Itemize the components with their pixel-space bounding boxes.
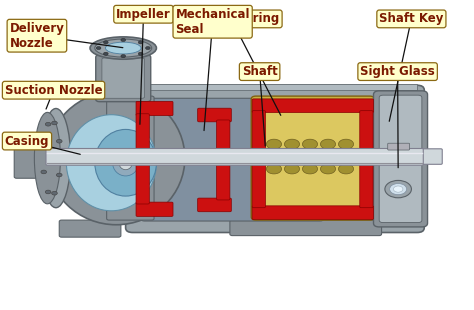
Circle shape: [302, 164, 318, 174]
FancyBboxPatch shape: [198, 198, 231, 212]
FancyBboxPatch shape: [107, 96, 154, 220]
Circle shape: [46, 190, 51, 194]
Text: Casing: Casing: [5, 135, 80, 154]
Text: Delivery
Nozzle: Delivery Nozzle: [9, 22, 123, 50]
FancyBboxPatch shape: [217, 120, 230, 200]
Circle shape: [52, 191, 57, 195]
Text: Radial Bearing: Radial Bearing: [182, 12, 281, 115]
Circle shape: [284, 139, 300, 149]
FancyBboxPatch shape: [252, 206, 374, 219]
Circle shape: [138, 52, 143, 55]
Ellipse shape: [105, 42, 141, 54]
FancyBboxPatch shape: [59, 220, 121, 237]
Ellipse shape: [95, 130, 156, 196]
Circle shape: [320, 139, 336, 149]
Ellipse shape: [41, 108, 71, 208]
Circle shape: [338, 139, 354, 149]
Circle shape: [46, 122, 51, 126]
Circle shape: [41, 170, 46, 174]
FancyBboxPatch shape: [126, 85, 424, 232]
FancyBboxPatch shape: [230, 220, 382, 236]
FancyBboxPatch shape: [96, 55, 151, 102]
FancyBboxPatch shape: [252, 111, 265, 208]
Circle shape: [103, 41, 108, 44]
Polygon shape: [133, 84, 417, 90]
FancyBboxPatch shape: [251, 96, 374, 220]
FancyBboxPatch shape: [136, 202, 173, 216]
Ellipse shape: [35, 113, 61, 204]
FancyBboxPatch shape: [136, 114, 149, 204]
FancyBboxPatch shape: [102, 58, 145, 98]
Circle shape: [266, 164, 282, 174]
Circle shape: [320, 164, 336, 174]
Circle shape: [121, 55, 126, 58]
FancyBboxPatch shape: [136, 101, 173, 116]
Text: Shaft: Shaft: [242, 65, 277, 146]
Text: Impeller: Impeller: [116, 8, 171, 124]
Circle shape: [121, 38, 126, 42]
FancyBboxPatch shape: [388, 143, 410, 150]
Circle shape: [393, 186, 403, 192]
FancyBboxPatch shape: [14, 138, 52, 178]
FancyBboxPatch shape: [360, 111, 373, 208]
Ellipse shape: [66, 115, 156, 211]
Circle shape: [96, 46, 101, 50]
Circle shape: [338, 164, 354, 174]
FancyBboxPatch shape: [411, 149, 442, 164]
Circle shape: [138, 41, 143, 44]
Text: Shaft Key: Shaft Key: [379, 12, 444, 121]
FancyBboxPatch shape: [141, 98, 324, 221]
Circle shape: [56, 140, 62, 143]
FancyBboxPatch shape: [198, 108, 231, 122]
FancyBboxPatch shape: [374, 91, 428, 227]
Circle shape: [52, 121, 57, 125]
FancyBboxPatch shape: [252, 99, 374, 113]
Circle shape: [390, 184, 407, 195]
Circle shape: [302, 139, 318, 149]
Text: Mechanical
Seal: Mechanical Seal: [175, 8, 250, 131]
Circle shape: [284, 164, 300, 174]
Ellipse shape: [112, 149, 138, 176]
FancyBboxPatch shape: [46, 148, 423, 165]
Circle shape: [266, 139, 282, 149]
Circle shape: [41, 142, 46, 146]
Ellipse shape: [119, 156, 132, 170]
Text: Sight Glass: Sight Glass: [360, 65, 435, 168]
Text: Suction Nozzle: Suction Nozzle: [5, 84, 102, 109]
FancyBboxPatch shape: [379, 95, 422, 223]
Circle shape: [146, 46, 150, 50]
Ellipse shape: [47, 91, 185, 225]
FancyBboxPatch shape: [261, 102, 365, 214]
Circle shape: [103, 52, 108, 55]
Circle shape: [56, 173, 62, 177]
Ellipse shape: [95, 39, 152, 57]
Circle shape: [385, 180, 411, 198]
Ellipse shape: [90, 37, 156, 59]
